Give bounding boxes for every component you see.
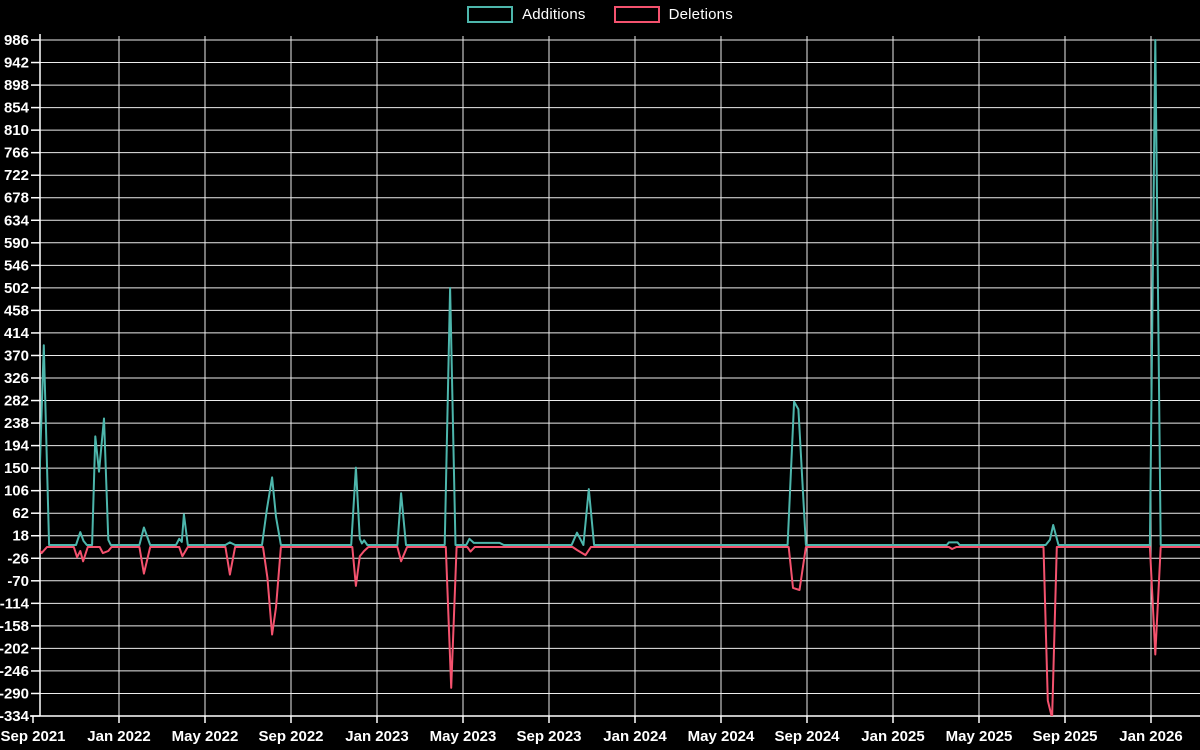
y-tick-label: 854 xyxy=(4,100,30,117)
y-tick-label: -202 xyxy=(0,640,29,657)
y-tick-label: 150 xyxy=(4,460,29,477)
x-tick-label: May 2024 xyxy=(688,728,755,745)
additions-legend-label: Additions xyxy=(522,6,586,23)
y-tick-label: 986 xyxy=(4,32,29,49)
y-tick-label: 370 xyxy=(4,347,29,364)
y-tick-label: 634 xyxy=(4,212,30,229)
y-tick-label: -246 xyxy=(0,663,29,680)
y-tick-label: 678 xyxy=(4,190,29,207)
deletions-legend-label: Deletions xyxy=(668,6,733,23)
y-tick-label: 590 xyxy=(4,235,29,252)
x-tick-label: Jan 2022 xyxy=(87,728,150,745)
y-tick-label: -158 xyxy=(0,618,29,635)
y-tick-label: 414 xyxy=(4,325,30,342)
y-tick-label: -26 xyxy=(7,550,29,567)
x-tick-label: May 2022 xyxy=(172,728,239,745)
y-tick-label: 18 xyxy=(12,528,29,545)
y-tick-label: 766 xyxy=(4,145,29,162)
y-tick-label: 810 xyxy=(4,122,29,139)
x-tick-label: Sep 2023 xyxy=(516,728,581,745)
y-tick-label: 106 xyxy=(4,483,29,500)
x-tick-label: Jan 2025 xyxy=(861,728,924,745)
y-tick-label: 722 xyxy=(4,167,29,184)
y-tick-label: -334 xyxy=(0,708,30,725)
x-tick-label: May 2023 xyxy=(430,728,497,745)
y-tick-label: 546 xyxy=(4,257,29,274)
chart-legend: Additions Deletions xyxy=(0,6,1200,23)
legend-item-deletions: Deletions xyxy=(613,6,733,23)
x-tick-label: May 2025 xyxy=(946,728,1013,745)
x-tick-label: Sep 2022 xyxy=(258,728,323,745)
x-tick-label: Jan 2023 xyxy=(345,728,408,745)
y-tick-label: -290 xyxy=(0,685,29,702)
x-tick-label: Jan 2024 xyxy=(603,728,667,745)
additions-line xyxy=(40,39,1200,546)
additions-swatch-icon xyxy=(467,6,514,23)
x-tick-label: Sep 2021 xyxy=(0,728,65,745)
y-tick-label: 238 xyxy=(4,415,29,432)
y-tick-label: -114 xyxy=(0,595,30,612)
x-tick-label: Sep 2025 xyxy=(1032,728,1097,745)
deletions-swatch-icon xyxy=(613,6,660,23)
y-tick-label: 458 xyxy=(4,302,29,319)
x-tick-label: Sep 2024 xyxy=(774,728,840,745)
y-tick-label: 62 xyxy=(12,505,29,522)
y-tick-label: 282 xyxy=(4,393,29,410)
x-tick-label: Jan 2026 xyxy=(1119,728,1182,745)
y-tick-label: 898 xyxy=(4,77,29,94)
y-tick-label: 942 xyxy=(4,55,29,72)
y-tick-label: -70 xyxy=(7,573,29,590)
y-tick-label: 194 xyxy=(4,438,30,455)
y-tick-label: 502 xyxy=(4,280,29,297)
deletions-line xyxy=(40,546,1200,716)
legend-item-additions: Additions xyxy=(467,6,586,23)
y-tick-label: 326 xyxy=(4,370,29,387)
